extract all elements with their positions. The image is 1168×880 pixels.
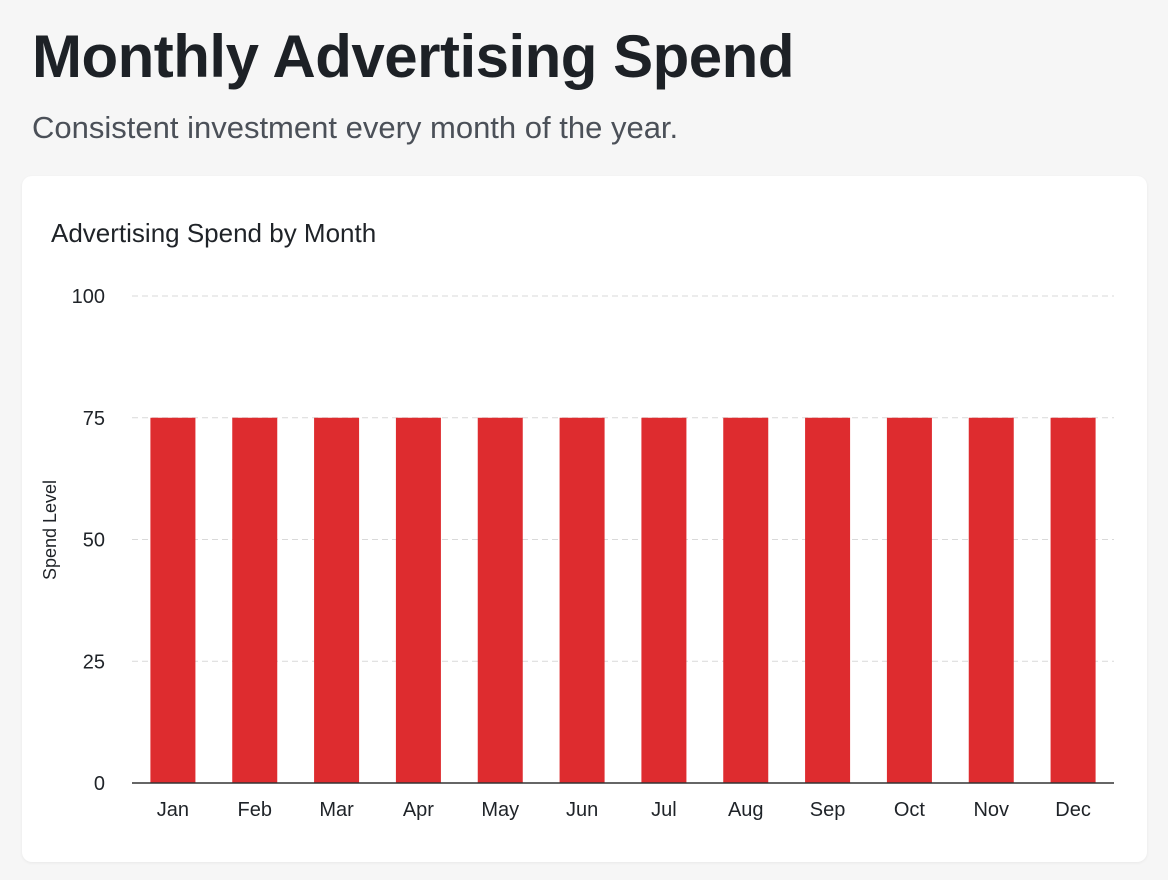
x-tick-label: Feb	[238, 799, 272, 821]
y-axis-label: Spend Level	[40, 480, 60, 580]
x-tick-label: Apr	[403, 799, 434, 821]
x-tick-labels: Jan Feb Mar Apr May Jun Jul Aug Sep Oct Nov Dec	[157, 799, 1091, 821]
x-tick-label: Aug	[728, 799, 764, 821]
bar-chart: Advertising Spend by Month Spend Level 0…	[40, 218, 1114, 821]
y-tick-labels: 0 25 50 75 100	[72, 286, 105, 795]
bar-jul	[641, 417, 687, 783]
bar-mar	[314, 417, 360, 783]
bar-jun	[559, 417, 605, 783]
y-tick-label: 0	[94, 773, 105, 795]
bar-oct	[886, 417, 932, 783]
y-tick-label: 50	[83, 530, 105, 552]
bars	[150, 417, 1096, 783]
x-tick-label: Mar	[319, 799, 354, 821]
page-subtitle: Consistent investment every month of the…	[32, 110, 679, 145]
bar-jan	[150, 417, 196, 783]
bar-may	[477, 417, 523, 783]
x-tick-label: Dec	[1055, 799, 1091, 821]
bar-apr	[395, 417, 441, 783]
grid-lines	[132, 295, 1114, 662]
bar-nov	[968, 417, 1014, 783]
y-tick-label: 75	[83, 408, 105, 430]
x-tick-label: Jun	[566, 799, 598, 821]
chart-title: Advertising Spend by Month	[51, 218, 376, 248]
chart-card: Advertising Spend by Month Spend Level 0…	[22, 176, 1147, 862]
x-tick-label: Nov	[973, 799, 1009, 821]
x-tick-label: Jul	[651, 799, 677, 821]
x-tick-label: Sep	[810, 799, 846, 821]
page-title: Monthly Advertising Spend	[32, 23, 794, 90]
bar-aug	[723, 417, 769, 783]
y-tick-label: 25	[83, 651, 105, 673]
y-tick-label: 100	[72, 286, 105, 308]
x-tick-label: Oct	[894, 799, 926, 821]
x-tick-label: Jan	[157, 799, 189, 821]
bar-dec	[1050, 417, 1096, 783]
bar-feb	[232, 417, 278, 783]
bar-sep	[805, 417, 851, 783]
x-tick-label: May	[481, 799, 519, 821]
